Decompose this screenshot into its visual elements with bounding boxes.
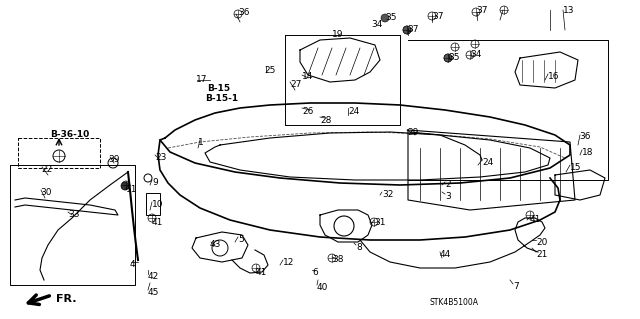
Text: 22: 22 bbox=[41, 165, 52, 174]
Text: 37: 37 bbox=[407, 25, 419, 34]
Text: FR.: FR. bbox=[56, 294, 77, 304]
Text: 12: 12 bbox=[283, 258, 294, 267]
Text: 41: 41 bbox=[530, 215, 541, 224]
Text: 28: 28 bbox=[320, 116, 332, 125]
Text: 20: 20 bbox=[536, 238, 547, 247]
Text: 35: 35 bbox=[385, 13, 397, 22]
Text: 4: 4 bbox=[130, 260, 136, 269]
Text: B-36-10: B-36-10 bbox=[50, 130, 89, 139]
Text: 30: 30 bbox=[40, 188, 51, 197]
Text: 10: 10 bbox=[152, 200, 163, 209]
Text: 11: 11 bbox=[126, 185, 138, 194]
Text: 24: 24 bbox=[482, 158, 493, 167]
Text: 7: 7 bbox=[513, 282, 519, 291]
Text: 35: 35 bbox=[448, 53, 460, 62]
Circle shape bbox=[403, 26, 411, 34]
Text: 33: 33 bbox=[68, 210, 79, 219]
Text: 14: 14 bbox=[302, 72, 314, 81]
Text: 29: 29 bbox=[407, 128, 419, 137]
Text: 36: 36 bbox=[238, 8, 250, 17]
Text: 32: 32 bbox=[382, 190, 394, 199]
Text: 41: 41 bbox=[152, 218, 163, 227]
Text: 45: 45 bbox=[148, 288, 159, 297]
Text: 37: 37 bbox=[476, 6, 488, 15]
Text: 17: 17 bbox=[196, 75, 207, 84]
Text: 1: 1 bbox=[198, 138, 204, 147]
Text: 44: 44 bbox=[440, 250, 451, 259]
Text: 5: 5 bbox=[238, 235, 244, 244]
Text: 3: 3 bbox=[445, 192, 451, 201]
Text: 42: 42 bbox=[148, 272, 159, 281]
Text: 37: 37 bbox=[432, 12, 444, 21]
Text: 31: 31 bbox=[374, 218, 385, 227]
Text: 34: 34 bbox=[470, 50, 481, 59]
Text: 8: 8 bbox=[356, 243, 362, 252]
Text: 41: 41 bbox=[256, 268, 268, 277]
Text: 36: 36 bbox=[579, 132, 591, 141]
Text: 2: 2 bbox=[445, 180, 451, 189]
Circle shape bbox=[444, 54, 452, 62]
Text: 39: 39 bbox=[108, 155, 120, 164]
Circle shape bbox=[381, 14, 389, 22]
Text: 13: 13 bbox=[563, 6, 575, 15]
Text: 43: 43 bbox=[210, 240, 221, 249]
Text: STK4B5100A: STK4B5100A bbox=[430, 298, 479, 307]
Text: 9: 9 bbox=[152, 178, 157, 187]
Text: B-15: B-15 bbox=[207, 84, 230, 93]
Text: 6: 6 bbox=[312, 268, 317, 277]
Text: 24: 24 bbox=[348, 107, 359, 116]
Text: 25: 25 bbox=[264, 66, 275, 75]
Text: 16: 16 bbox=[548, 72, 559, 81]
Text: 38: 38 bbox=[332, 255, 344, 264]
Text: 34: 34 bbox=[371, 20, 382, 29]
Text: 40: 40 bbox=[317, 283, 328, 292]
Text: 23: 23 bbox=[155, 153, 166, 162]
Text: 26: 26 bbox=[302, 107, 314, 116]
Text: 18: 18 bbox=[582, 148, 593, 157]
Text: 21: 21 bbox=[536, 250, 547, 259]
Text: 19: 19 bbox=[332, 30, 344, 39]
Circle shape bbox=[121, 182, 129, 190]
Text: 27: 27 bbox=[290, 80, 301, 89]
Text: 15: 15 bbox=[570, 163, 582, 172]
Text: B-15-1: B-15-1 bbox=[205, 94, 238, 103]
